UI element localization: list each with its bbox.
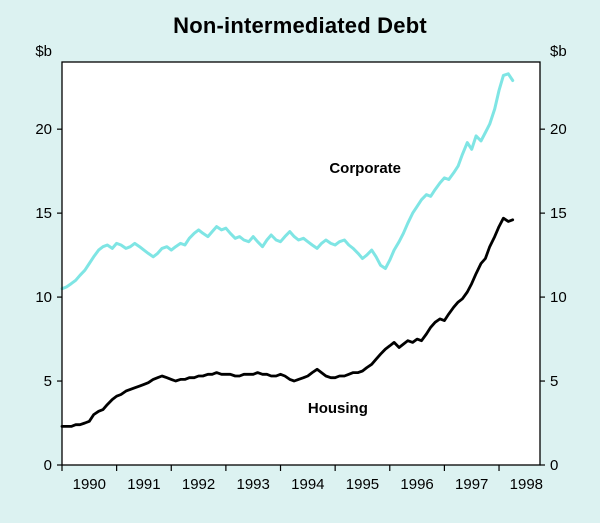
series-label-corporate: Corporate [329,160,401,177]
series-line-housing [60,216,515,428]
y-axis-tick-label-left: 10 [35,289,52,306]
y-axis-tick-label-left: 0 [44,457,52,474]
plot-border [61,61,541,466]
x-axis-tick-label: 1996 [400,476,433,493]
y-axis-tick-label-right: 10 [550,289,567,306]
series-line-corporate [60,72,515,291]
y-axis-tick-label-left: 15 [35,205,52,222]
y-axis-tick-label-right: 5 [550,373,558,390]
y-axis-tick-label-left: 5 [44,373,52,390]
y-axis-tick-label-left: 20 [35,121,52,138]
x-axis-tick-label: 1993 [237,476,270,493]
x-axis-tick-label: 1990 [73,476,106,493]
x-axis-tick-label: 1991 [127,476,160,493]
plot-area [62,62,540,465]
x-axis-tick-label: 1994 [291,476,324,493]
x-axis-tick-label: 1997 [455,476,488,493]
y-axis-tick-label-right: 20 [550,121,567,138]
y-axis-unit-label-left: $b [35,43,52,60]
x-axis-tick-label: 1992 [182,476,215,493]
y-axis-tick-label-right: 15 [550,205,567,222]
chart-title: Non-intermediated Debt [173,13,427,38]
y-axis-tick-label-right: 0 [550,457,558,474]
y-axis-unit-label-right: $b [550,43,567,60]
x-axis-tick-label: 1995 [346,476,379,493]
series-label-housing: Housing [308,400,368,417]
x-axis-tick-label: 1998 [510,476,543,493]
